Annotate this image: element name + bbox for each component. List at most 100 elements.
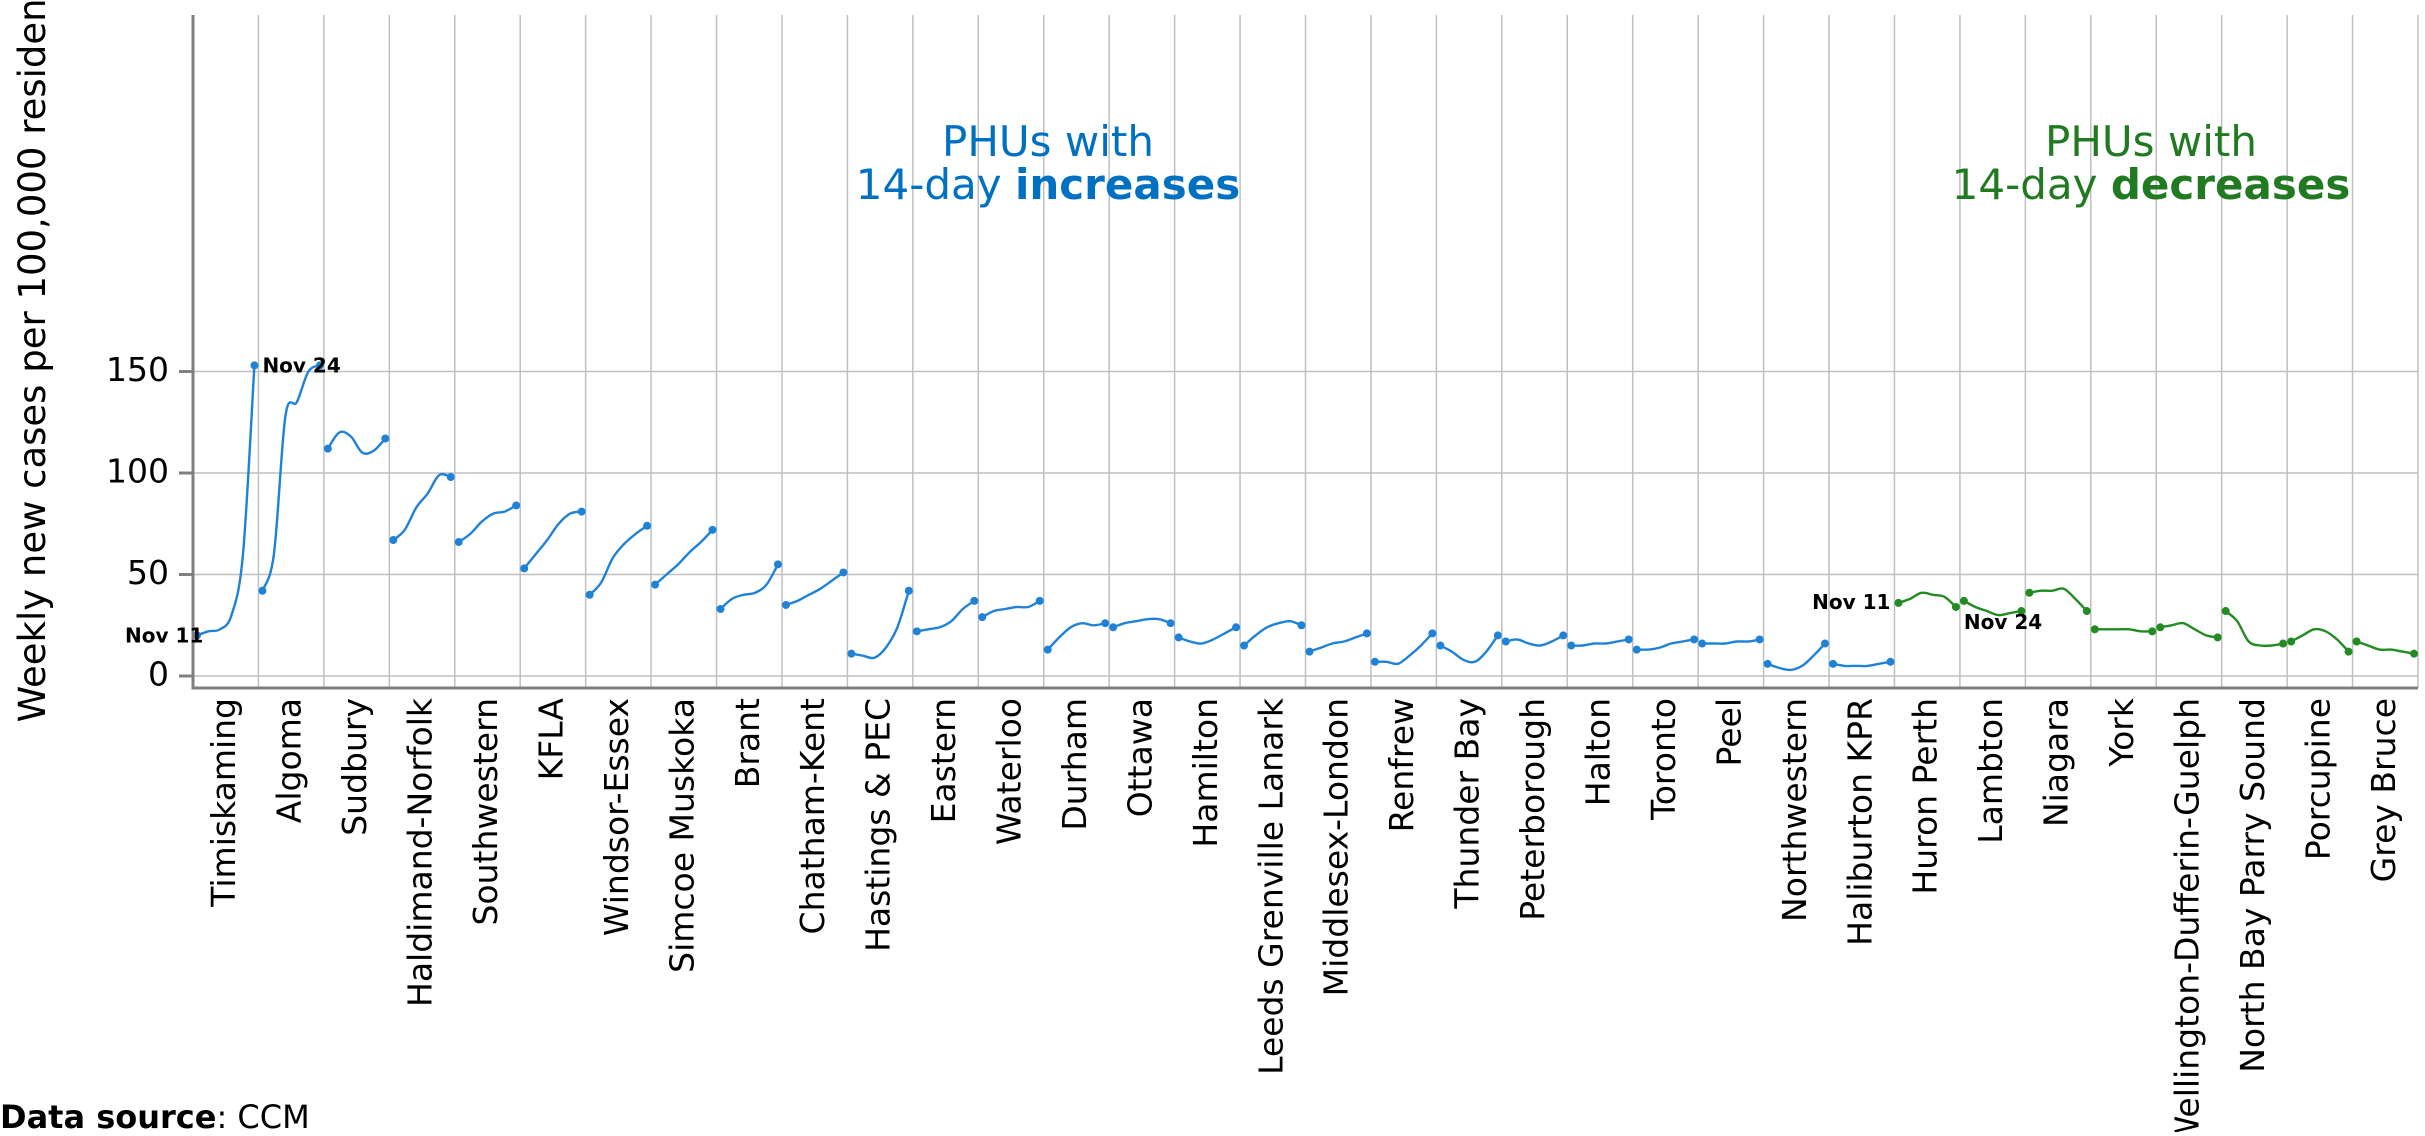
series-end-point: [2344, 647, 2353, 656]
series-line-simcoe-muskoka: [654, 528, 714, 586]
series-start-point: [978, 613, 987, 622]
x-tick-label: Grey Bruce: [2364, 698, 2403, 882]
series-start-point: [781, 600, 790, 609]
series-line-hamilton: [1178, 626, 1237, 645]
series-line-toronto: [1636, 638, 1695, 651]
series-lines: [193, 361, 2418, 672]
series-line-haliburton-kpr: [1832, 660, 1891, 668]
series-start-point: [651, 580, 660, 589]
series-start-point: [1829, 659, 1838, 668]
series-start-point: [2221, 607, 2230, 616]
x-tick-label: Thunder Bay: [1448, 698, 1487, 910]
series-line-peel: [1702, 638, 1760, 645]
x-tick-label: Chatham-Kent: [793, 698, 832, 935]
series-start-point: [1305, 647, 1314, 656]
x-tick-label: Waterloo: [990, 698, 1029, 845]
series-end-point: [446, 473, 455, 482]
series-line-haldimand-norfolk: [392, 472, 452, 541]
data-source-label: Data source: [0, 1098, 217, 1136]
y-tick-label: 100: [106, 452, 169, 491]
series-start-point: [193, 631, 201, 640]
series-start-point: [1043, 645, 1052, 654]
series-line-chatham-kent: [785, 571, 845, 607]
series-line-waterloo: [981, 599, 1041, 619]
series-start-point: [1698, 639, 1707, 648]
series-line-northwestern: [1767, 642, 1826, 672]
series-end-point: [577, 507, 586, 516]
x-tick-label: York: [2102, 697, 2141, 768]
labels: Timiskaming Algoma Sudbury Haldimand-Norfol…: [106, 117, 2403, 1132]
x-tick-label: Algoma: [270, 698, 309, 823]
y-tick-label: 0: [148, 655, 169, 694]
series-start-point: [1763, 659, 1772, 668]
series-start-point: [2090, 625, 2099, 634]
series-line-kfla: [523, 510, 582, 570]
series-end-point: [250, 361, 259, 370]
data-source-text: : CCM: [216, 1098, 310, 1136]
series-end-point: [1297, 621, 1306, 630]
series-line-porcupine: [2290, 627, 2350, 653]
series-line-durham: [1046, 621, 1106, 651]
series-end-point: [1886, 657, 1895, 666]
series-start-point: [389, 535, 398, 544]
series-end-point: [1821, 639, 1830, 648]
date-annotation: Nov 24: [1964, 610, 2042, 634]
x-tick-label: Simcoe Muskoka: [662, 698, 701, 973]
x-tick-label: Niagara: [2037, 698, 2076, 827]
series-end-point: [381, 434, 390, 443]
series-start-point: [585, 590, 594, 599]
series-line-grey-bruce: [2356, 640, 2415, 655]
x-tick-label: Haliburton KPR: [1840, 698, 1879, 946]
series-end-point: [1690, 635, 1699, 644]
x-tick-label: Renfrew: [1382, 698, 1421, 832]
series-line-lambton: [1963, 599, 2022, 617]
series-start-point: [323, 444, 332, 453]
series-end-point: [2017, 607, 2026, 616]
x-tick-label: KFLA: [531, 698, 570, 781]
x-tick-label: Huron Perth: [1906, 698, 1945, 895]
series-start-point: [1436, 641, 1445, 650]
series-start-point: [1370, 657, 1379, 666]
x-tick-label: Southwestern: [466, 698, 505, 926]
series-end-point: [1493, 631, 1502, 640]
series-line-thunder-bay: [1439, 634, 1499, 664]
series-end-point: [708, 525, 717, 534]
series-start-point: [1109, 623, 1118, 632]
series-start-point: [520, 564, 529, 573]
series-line-leeds-grenville-lanark: [1243, 619, 1302, 647]
x-tick-label: Windsor-Essex: [597, 698, 636, 936]
x-tick-label: Brant: [728, 698, 767, 788]
series-line-southwestern: [458, 504, 517, 543]
series-line-peterborough: [1505, 634, 1564, 647]
series-line-niagara: [2029, 587, 2088, 612]
series-end-point: [1166, 619, 1175, 628]
series-end-point: [2082, 607, 2091, 616]
series-line-middlesex-london: [1309, 632, 1368, 653]
group-label-line2: 14-day increases: [856, 160, 1240, 209]
series-line-york: [2094, 627, 2153, 633]
series-start-point: [1567, 641, 1576, 650]
series-end-point: [1559, 631, 1568, 640]
series-start-point: [454, 538, 463, 547]
series-start-point: [1240, 641, 1249, 650]
group-label-line1: PHUs with: [942, 117, 1154, 166]
series-start-point: [716, 605, 725, 614]
gridlines: [192, 15, 2419, 688]
series-start-point: [1632, 645, 1641, 654]
x-tick-label: Durham: [1055, 698, 1094, 831]
group-label-line2: 14-day decreases: [1952, 160, 2351, 209]
y-tick-label: 150: [106, 350, 169, 389]
series-end-point: [2279, 639, 2288, 648]
series-end-point: [315, 361, 324, 370]
x-tick-label: Porcupine: [2298, 698, 2337, 860]
series-end-point: [1951, 602, 1960, 611]
date-annotation: Nov 11: [125, 623, 203, 647]
x-tick-label: Peel: [1709, 698, 1748, 767]
series-line-north-bay-parry-sound: [2224, 610, 2284, 648]
series-line-algoma: [261, 364, 321, 592]
series-start-point: [2352, 637, 2361, 646]
x-tick-label: Eastern: [924, 698, 963, 823]
date-annotation: Nov 24: [262, 353, 340, 377]
series-end-point: [773, 560, 782, 569]
series-end-point: [839, 568, 848, 577]
